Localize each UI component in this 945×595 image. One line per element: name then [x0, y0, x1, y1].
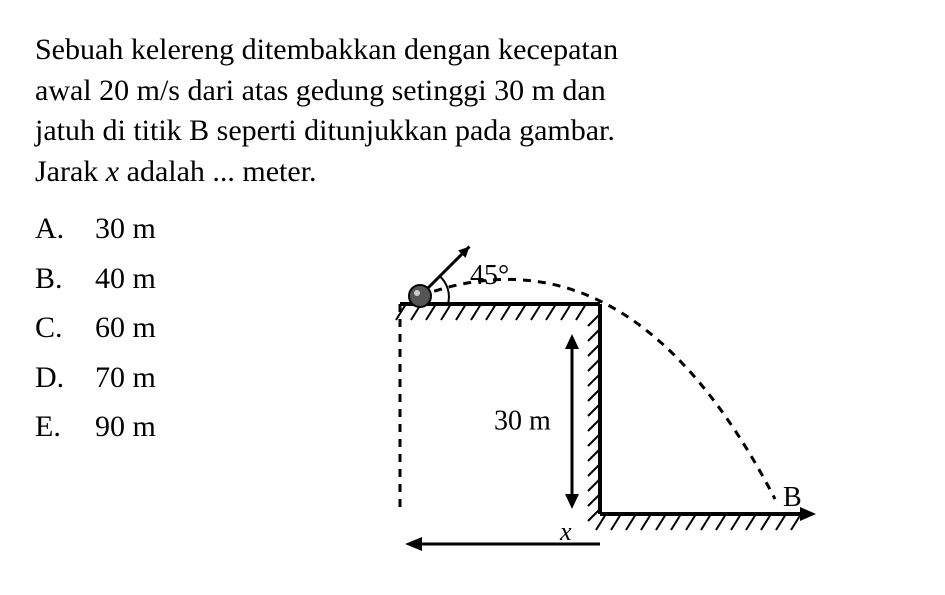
q-line1: Sebuah kelereng ditembakkan dengan kecep…	[35, 33, 618, 66]
option-letter: A.	[35, 204, 95, 254]
option-letter: C.	[35, 303, 95, 353]
option-letter: D.	[35, 353, 95, 403]
option-letter: B.	[35, 254, 95, 304]
svg-text:B: B	[783, 482, 802, 513]
option-value: 90 m	[95, 402, 156, 452]
q-line3: jatuh di titik B seperti ditunjukkan pad…	[35, 114, 615, 147]
content-row: A. 30 m B. 40 m C. 60 m D. 70 m E. 90 m …	[35, 204, 910, 564]
option-letter: E.	[35, 402, 95, 452]
projectile-diagram: 45° 30 m x B	[380, 204, 820, 564]
option-list: A. 30 m B. 40 m C. 60 m D. 70 m E. 90 m	[35, 204, 335, 452]
option-value: 60 m	[95, 303, 156, 353]
svg-text:45°: 45°	[470, 260, 509, 291]
option-a: A. 30 m	[35, 204, 335, 254]
option-d: D. 70 m	[35, 353, 335, 403]
option-value: 30 m	[95, 204, 156, 254]
q-line4-post: adalah ... meter.	[119, 155, 316, 188]
option-e: E. 90 m	[35, 402, 335, 452]
option-c: C. 60 m	[35, 303, 335, 353]
option-value: 40 m	[95, 254, 156, 304]
q-line4-var: x	[106, 155, 119, 188]
svg-text:30 m: 30 m	[494, 406, 551, 437]
diagram-svg: 45° 30 m x B	[380, 204, 820, 564]
option-b: B. 40 m	[35, 254, 335, 304]
svg-text:x: x	[559, 517, 572, 546]
option-value: 70 m	[95, 353, 156, 403]
q-line2: awal 20 m/s dari atas gedung setinggi 30…	[35, 74, 606, 107]
q-line4-pre: Jarak	[35, 155, 106, 188]
question-text: Sebuah kelereng ditembakkan dengan kecep…	[35, 30, 910, 192]
